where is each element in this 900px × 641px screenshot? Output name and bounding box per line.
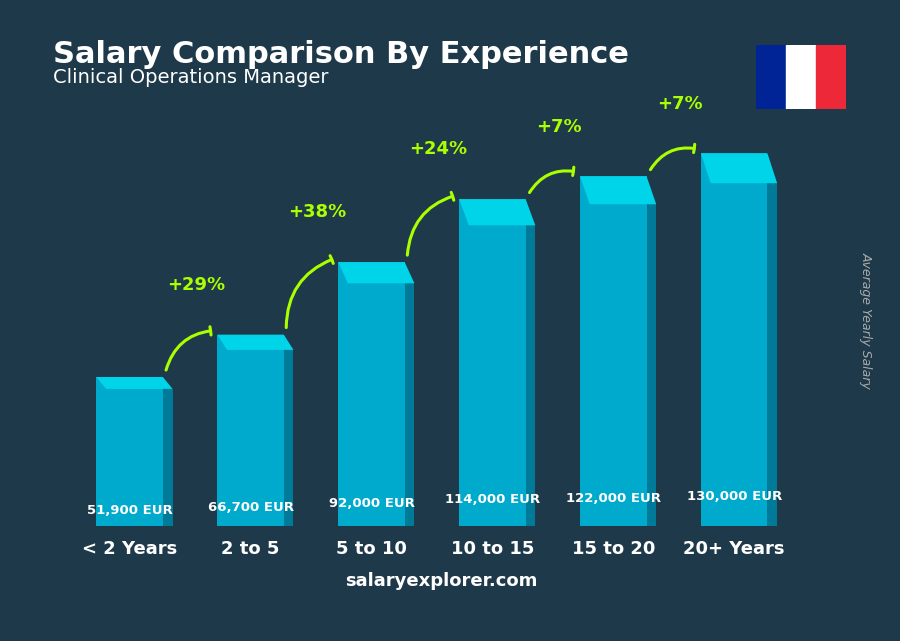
- Text: Average Yearly Salary: Average Yearly Salary: [860, 252, 873, 389]
- Polygon shape: [768, 183, 777, 526]
- Bar: [459, 199, 526, 526]
- Text: 51,900 EUR: 51,900 EUR: [86, 504, 173, 517]
- Bar: [580, 176, 646, 526]
- Polygon shape: [96, 377, 173, 389]
- Bar: [217, 335, 284, 526]
- Polygon shape: [646, 204, 656, 526]
- Polygon shape: [580, 176, 656, 204]
- Text: +24%: +24%: [409, 140, 467, 158]
- Text: +7%: +7%: [536, 117, 581, 135]
- Bar: [96, 377, 163, 526]
- Bar: [338, 262, 405, 526]
- Text: +7%: +7%: [657, 95, 703, 113]
- Text: Salary Comparison By Experience: Salary Comparison By Experience: [53, 40, 629, 69]
- Text: salaryexplorer.com: salaryexplorer.com: [345, 572, 537, 590]
- Polygon shape: [284, 350, 293, 526]
- Text: 92,000 EUR: 92,000 EUR: [328, 497, 414, 510]
- Text: 122,000 EUR: 122,000 EUR: [566, 492, 661, 504]
- Text: 66,700 EUR: 66,700 EUR: [208, 501, 293, 514]
- Bar: [701, 153, 768, 526]
- Text: Clinical Operations Manager: Clinical Operations Manager: [53, 68, 328, 87]
- Polygon shape: [163, 389, 173, 526]
- Text: 130,000 EUR: 130,000 EUR: [687, 490, 782, 503]
- Polygon shape: [459, 199, 536, 226]
- Text: +38%: +38%: [288, 203, 346, 221]
- Text: +29%: +29%: [167, 276, 225, 294]
- Polygon shape: [338, 262, 414, 283]
- Bar: [816, 45, 846, 109]
- Polygon shape: [701, 153, 777, 183]
- Bar: [786, 45, 816, 109]
- Bar: [756, 45, 786, 109]
- Polygon shape: [526, 226, 536, 526]
- Polygon shape: [217, 335, 293, 350]
- Text: 114,000 EUR: 114,000 EUR: [445, 493, 540, 506]
- Polygon shape: [405, 283, 414, 526]
